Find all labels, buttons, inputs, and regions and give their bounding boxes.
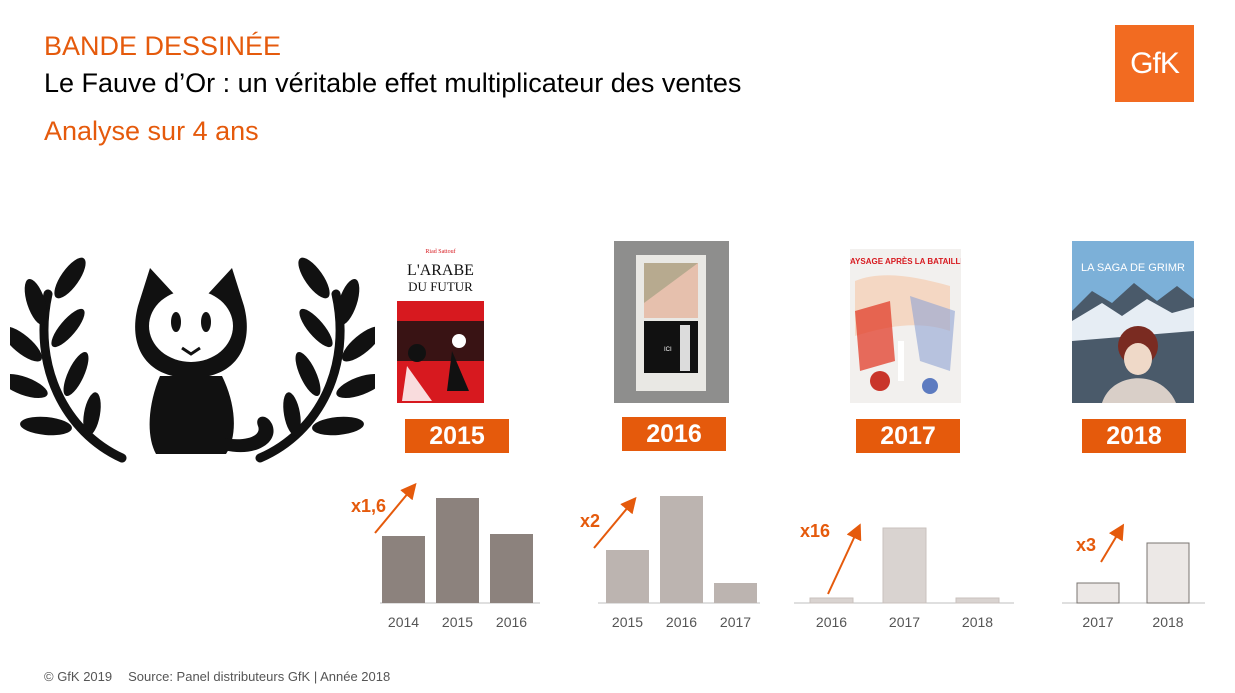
chart-0-growth-arrow (374, 482, 417, 534)
chart-3-bar-2017 (1076, 582, 1120, 604)
year-badge-2017: 2017 (856, 419, 960, 453)
section-category: BANDE DESSINÉE (44, 31, 282, 61)
chart-0-bar-2016 (490, 534, 533, 603)
chart-0-bar-2015 (436, 498, 479, 603)
logo-text: GfK (1130, 46, 1180, 80)
chart-3-tick-2018: 2018 (1152, 614, 1183, 630)
cover-title-line-2: DU FUTUR (408, 279, 473, 294)
year-badge-2018: 2018 (1082, 419, 1186, 453)
cover-title: LA SAGA DE GRIMR (1081, 262, 1185, 274)
copyright-text: © GfK 2019 (44, 669, 113, 684)
chart-3-multiplier-label: x3 (1076, 535, 1096, 555)
source-text: Source: Panel distributeurs GfK | Année … (128, 669, 391, 684)
year-badge-2015: 2015 (405, 419, 509, 453)
chart-2-bar-2017 (882, 527, 927, 604)
chart-2-tick-2017: 2017 (889, 614, 920, 630)
page-title: Le Fauve d’Or : un véritable effet multi… (44, 68, 742, 98)
chart-0-bar-2014 (382, 536, 425, 603)
chart-1-bar-2016 (660, 496, 703, 603)
chart-0-tick-2015: 2015 (442, 614, 473, 630)
chart-0-tick-2014: 2014 (388, 614, 419, 630)
chart-2-growth-arrow (827, 523, 862, 595)
chart-3-bar-2018 (1146, 542, 1190, 604)
cover-author: Riad Sattouf (425, 248, 455, 255)
chart-3-growth-arrow (1100, 523, 1125, 563)
chart-2-tick-2018: 2018 (962, 614, 993, 630)
cover-title-line-1: L'ARABE (407, 262, 474, 279)
gfk-logo: GfK (1115, 25, 1194, 102)
book-cover-2018: LA SAGA DE GRIMR (1072, 241, 1194, 403)
footer: © GfK 2019 Source: Panel distributeurs Gf… (44, 669, 390, 684)
chart-0-tick-2016: 2016 (496, 614, 527, 630)
year-badge-2016: 2016 (622, 417, 726, 451)
chart-1-bar-2015 (606, 550, 649, 603)
book-cover-2016: ICI (614, 241, 729, 403)
chart-3-tick-2017: 2017 (1082, 614, 1113, 630)
cover-title: ICI (664, 347, 672, 353)
chart-1-tick-2016: 2016 (666, 614, 697, 630)
chart-2-bar-2016 (809, 597, 854, 604)
cover-title: PAYSAGE APRÈS LA BATAILLE (850, 257, 961, 266)
chart-1-multiplier-label: x2 (580, 511, 600, 531)
fauve-cat-laurel-icon (10, 257, 375, 463)
chart-1-bar-2017 (714, 583, 757, 603)
chart-2-tick-2016: 2016 (816, 614, 847, 630)
chart-2-bar-2018 (955, 597, 1000, 604)
page-subtitle: Analyse sur 4 ans (44, 116, 259, 146)
book-cover-2017: PAYSAGE APRÈS LA BATAILLE (850, 241, 961, 403)
book-cover-2015: Riad Sattouf L'ARABE DU FUTUR (397, 241, 484, 403)
chart-1-tick-2017: 2017 (720, 614, 751, 630)
chart-1-tick-2015: 2015 (612, 614, 643, 630)
chart-2-multiplier-label: x16 (800, 521, 830, 541)
chart-0-multiplier-label: x1,6 (351, 496, 386, 516)
chart-1-growth-arrow (593, 496, 637, 549)
